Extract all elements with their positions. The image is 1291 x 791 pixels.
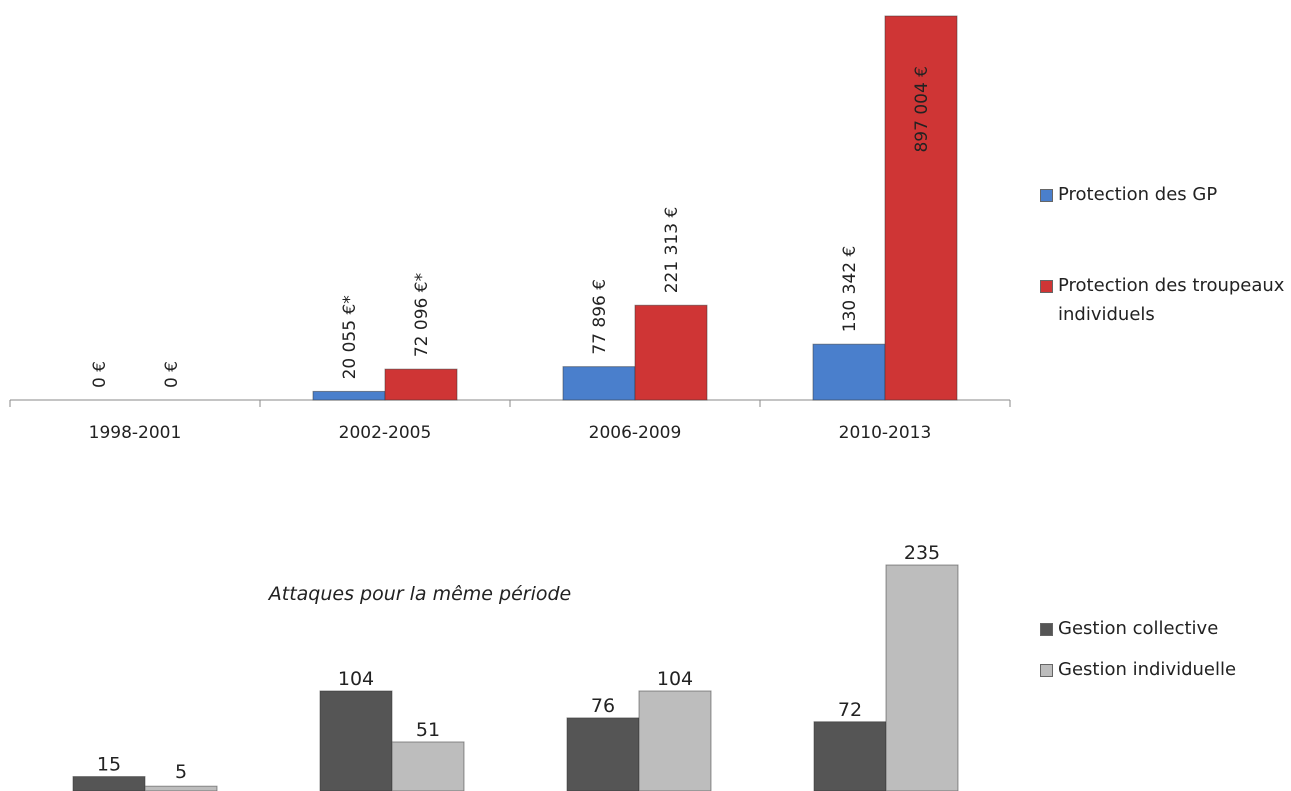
data-label: 0 € bbox=[162, 361, 182, 388]
data-label: 221 313 € bbox=[662, 207, 682, 294]
data-label: 72 bbox=[838, 699, 862, 721]
bar bbox=[884, 15, 958, 401]
legend-item: Protection des GP bbox=[1040, 180, 1285, 209]
data-label: 76 bbox=[591, 695, 615, 717]
legend-swatch bbox=[1040, 623, 1053, 636]
legend-item: Gestion individuelle bbox=[1040, 655, 1285, 684]
bar bbox=[566, 717, 640, 791]
bar bbox=[144, 785, 218, 791]
legend: Protection des GP Protection des troupeau… bbox=[1040, 180, 1285, 329]
data-label: 77 896 € bbox=[590, 279, 610, 355]
x-tick-label: 2010-2013 bbox=[839, 423, 932, 443]
bar bbox=[634, 304, 708, 401]
bar bbox=[638, 690, 712, 791]
legend-swatch bbox=[1040, 189, 1053, 202]
legend-label: Gestion individuelle bbox=[1058, 659, 1237, 680]
x-tick-label: 1998-2001 bbox=[89, 423, 182, 443]
legend: Gestion collective Gestion individuelle bbox=[1040, 614, 1285, 684]
data-label: 5 bbox=[175, 761, 187, 783]
legend-label: Protection des GP bbox=[1058, 184, 1218, 205]
data-label: 130 342 € bbox=[840, 246, 860, 333]
bar bbox=[384, 368, 458, 401]
bar bbox=[312, 390, 386, 401]
legend-swatch bbox=[1040, 280, 1053, 293]
legend-label: Protection des troupeaux individuels bbox=[1058, 275, 1285, 325]
bar bbox=[885, 564, 959, 791]
data-label: 897 004 € bbox=[912, 66, 932, 153]
bar bbox=[812, 343, 886, 401]
legend-label: Gestion collective bbox=[1058, 618, 1219, 639]
x-tick-label: 2002-2005 bbox=[339, 423, 432, 443]
data-label: 15 bbox=[97, 754, 121, 776]
bar bbox=[562, 366, 636, 401]
legend-swatch bbox=[1040, 664, 1053, 677]
data-label: 51 bbox=[416, 719, 440, 741]
data-label: 235 bbox=[904, 542, 940, 564]
chart-title: Attaques pour la même période bbox=[267, 583, 571, 605]
bar bbox=[319, 690, 393, 791]
axis-ticks bbox=[9, 400, 1011, 407]
x-tick-label: 2006-2009 bbox=[589, 423, 682, 443]
data-label: 104 bbox=[657, 668, 693, 690]
bar bbox=[813, 721, 887, 791]
data-label: 20 055 €* bbox=[340, 295, 360, 379]
bar bbox=[72, 776, 146, 791]
legend-item: Protection des troupeaux individuels bbox=[1040, 271, 1285, 329]
legend-item: Gestion collective bbox=[1040, 614, 1285, 643]
data-label: 0 € bbox=[90, 361, 110, 388]
data-label: 104 bbox=[338, 668, 374, 690]
bar bbox=[391, 741, 465, 791]
data-label: 72 096 €* bbox=[412, 273, 432, 357]
